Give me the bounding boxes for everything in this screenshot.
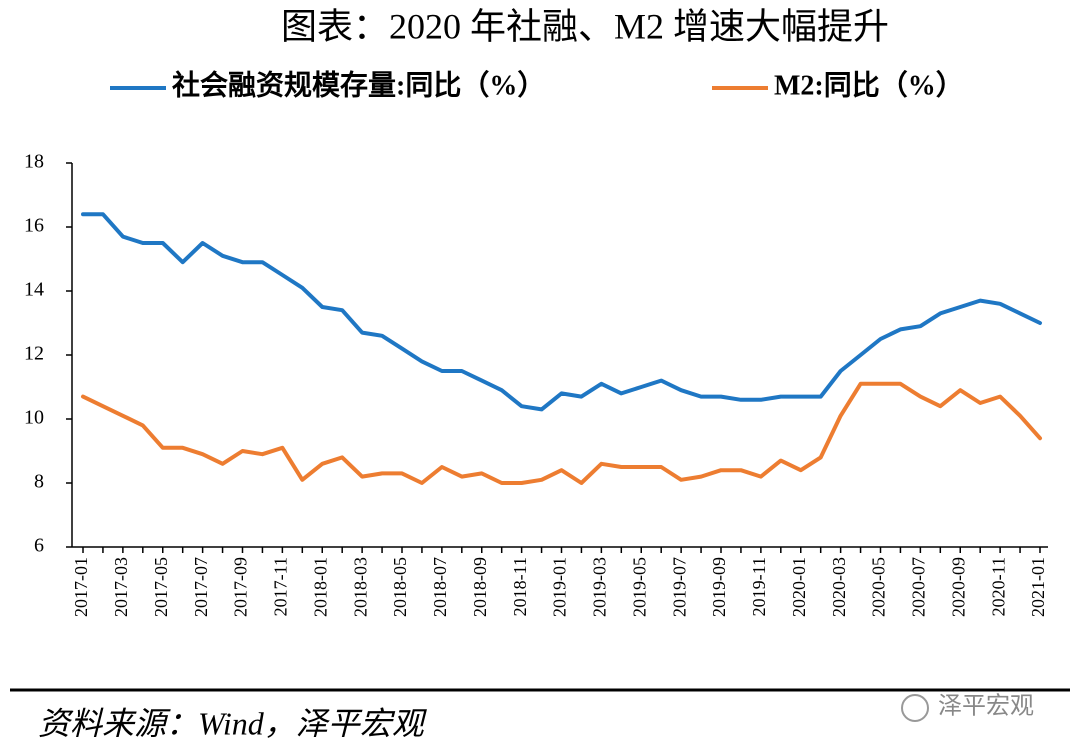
x-tick-label: 2019-03 <box>590 557 610 617</box>
x-tick-label: 2020-07 <box>909 557 929 617</box>
x-tick-label: 2018-03 <box>350 557 370 617</box>
y-tick-label: 8 <box>34 471 44 493</box>
series-line <box>81 212 1042 412</box>
y-tick-label: 16 <box>24 215 44 237</box>
x-tick-label: 2021-01 <box>1028 557 1048 617</box>
chart-title: 图表：2020 年社融、M2 增速大幅提升 <box>281 6 889 46</box>
x-tick-label: 2019-09 <box>709 557 729 617</box>
x-tick-label: 2017-11 <box>271 557 291 616</box>
x-tick-label: 2017-01 <box>71 557 91 617</box>
legend-label: 社会融资规模存量:同比（%） <box>172 68 545 101</box>
x-tick-label: 2018-11 <box>510 557 530 616</box>
x-tick-label: 2019-05 <box>629 557 649 617</box>
series-line <box>81 381 1042 485</box>
watermark-icon <box>901 694 929 722</box>
y-tick-label: 12 <box>24 343 44 365</box>
x-tick-label: 2017-03 <box>111 557 131 617</box>
x-tick-label: 2018-05 <box>390 557 410 617</box>
x-tick-label: 2019-01 <box>550 557 570 617</box>
x-tick-label: 2019-07 <box>669 557 689 617</box>
x-tick-label: 2019-11 <box>749 557 769 616</box>
x-tick-label: 2017-09 <box>231 557 251 617</box>
y-tick-label: 14 <box>24 279 44 301</box>
x-tick-label: 2018-09 <box>470 557 490 617</box>
x-tick-label: 2018-01 <box>310 557 330 617</box>
x-tick-label: 2020-11 <box>988 557 1008 616</box>
source: 资料来源：Wind，泽平宏观 <box>38 705 428 741</box>
x-tick-label: 2020-09 <box>948 557 968 617</box>
y-tick-label: 10 <box>24 407 44 429</box>
y-tick-label: 6 <box>34 535 44 557</box>
watermark: 泽平宏观 <box>938 693 1034 720</box>
x-tick-label: 2020-05 <box>869 557 889 617</box>
y-tick-label: 18 <box>24 151 44 173</box>
x-tick-label: 2018-07 <box>430 557 450 617</box>
x-tick-label: 2020-01 <box>789 557 809 617</box>
x-tick-label: 2017-07 <box>191 557 211 617</box>
legend-label: M2:同比（%） <box>774 68 964 101</box>
x-tick-label: 2020-03 <box>829 557 849 617</box>
x-tick-label: 2017-05 <box>151 557 171 617</box>
